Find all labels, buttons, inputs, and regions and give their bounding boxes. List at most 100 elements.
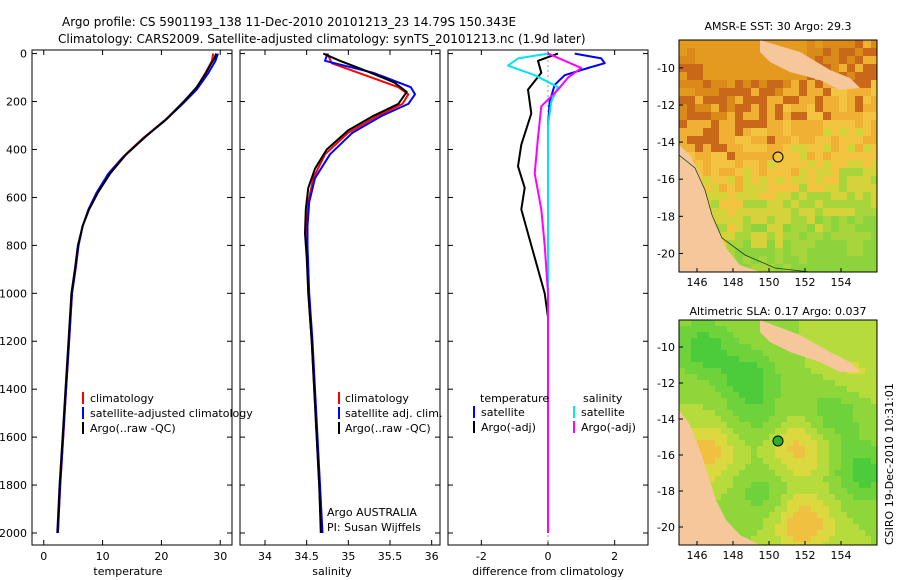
sla-cell [757, 530, 763, 536]
sst-cell [751, 208, 759, 216]
sst-cell [863, 72, 871, 80]
sla-cell [871, 386, 877, 392]
sst-cell [759, 264, 767, 272]
sla-cell [709, 416, 715, 422]
sst-cell [719, 120, 727, 128]
sla-cell [871, 542, 877, 545]
sst-cell [783, 112, 791, 120]
sla-cell [685, 404, 691, 410]
sla-cell [685, 320, 691, 326]
sla-cell [847, 512, 853, 518]
sla-cell [679, 338, 685, 344]
sst-cell [735, 104, 743, 112]
sla-cell [853, 386, 859, 392]
sla-cell [829, 494, 835, 500]
sla-cell [751, 326, 757, 332]
sla-cell [697, 326, 703, 332]
sla-cell [847, 452, 853, 458]
sst-cell [871, 104, 877, 112]
sla-cell [769, 494, 775, 500]
sla-cell [793, 374, 799, 380]
sla-cell [769, 542, 775, 545]
sla-cell [817, 416, 823, 422]
sst-cell [727, 64, 735, 72]
sla-cell [739, 452, 745, 458]
sla-cell [781, 452, 787, 458]
sla-cell [715, 434, 721, 440]
sla-cell [823, 320, 829, 326]
sst-cell [791, 168, 799, 176]
sst-cell [863, 240, 871, 248]
sst-cell [767, 216, 775, 224]
sla-cell [703, 452, 709, 458]
sst-cell [863, 80, 871, 88]
sla-cell [757, 332, 763, 338]
sla-cell [787, 392, 793, 398]
sst-cell [767, 232, 775, 240]
sla-cell [859, 398, 865, 404]
sla-cell [823, 332, 829, 338]
sst-cell [823, 176, 831, 184]
sst-cell [727, 48, 735, 56]
sla-cell [787, 530, 793, 536]
sst-cell [807, 48, 815, 56]
sla-cell [769, 320, 775, 326]
sla-cell [865, 476, 871, 482]
sla-cell [817, 332, 823, 338]
sst-cell [831, 104, 839, 112]
sst-cell [743, 152, 751, 160]
sla-cell [787, 440, 793, 446]
sla-cell [781, 404, 787, 410]
sst-cell [871, 120, 877, 128]
sla-cell [799, 488, 805, 494]
sst-cell [855, 208, 863, 216]
sla-cell [847, 398, 853, 404]
sla-cell [757, 524, 763, 530]
sla-cell [841, 440, 847, 446]
sla-cell [853, 518, 859, 524]
sla-cell [799, 320, 805, 326]
sst-cell [751, 104, 759, 112]
sst-cell [855, 112, 863, 120]
sla-cell [697, 332, 703, 338]
sla-cell [727, 392, 733, 398]
sst-cell [839, 184, 847, 192]
sla-cell [841, 344, 847, 350]
sst-cell [823, 248, 831, 256]
sla-cell [745, 422, 751, 428]
sla-cell [775, 512, 781, 518]
sla-cell [763, 356, 769, 362]
sst-cell [703, 144, 711, 152]
sst-cell [751, 40, 759, 48]
sla-cell [715, 446, 721, 452]
sst-cell [847, 168, 855, 176]
sla-cell [739, 326, 745, 332]
sla-cell [733, 368, 739, 374]
sst-cell [855, 144, 863, 152]
sla-cell [757, 368, 763, 374]
sst-cell [687, 80, 695, 88]
sla-cell [835, 488, 841, 494]
sla-cell [745, 434, 751, 440]
sla-cell [817, 524, 823, 530]
sst-cell [831, 224, 839, 232]
sst-cell [847, 184, 855, 192]
sst-cell [831, 168, 839, 176]
sla-cell [805, 518, 811, 524]
sla-cell [751, 374, 757, 380]
sst-cell [855, 168, 863, 176]
sla-cell [739, 380, 745, 386]
sla-cell [757, 452, 763, 458]
sst-cell [863, 208, 871, 216]
sla-cell [793, 470, 799, 476]
sst-cell [807, 264, 815, 272]
sst-cell [831, 216, 839, 224]
sst-cell [703, 168, 711, 176]
sst-cell [759, 248, 767, 256]
sla-cell [859, 446, 865, 452]
sst-cell [751, 48, 759, 56]
sla-cell [793, 416, 799, 422]
sst-cell [855, 48, 863, 56]
sla-cell [745, 326, 751, 332]
